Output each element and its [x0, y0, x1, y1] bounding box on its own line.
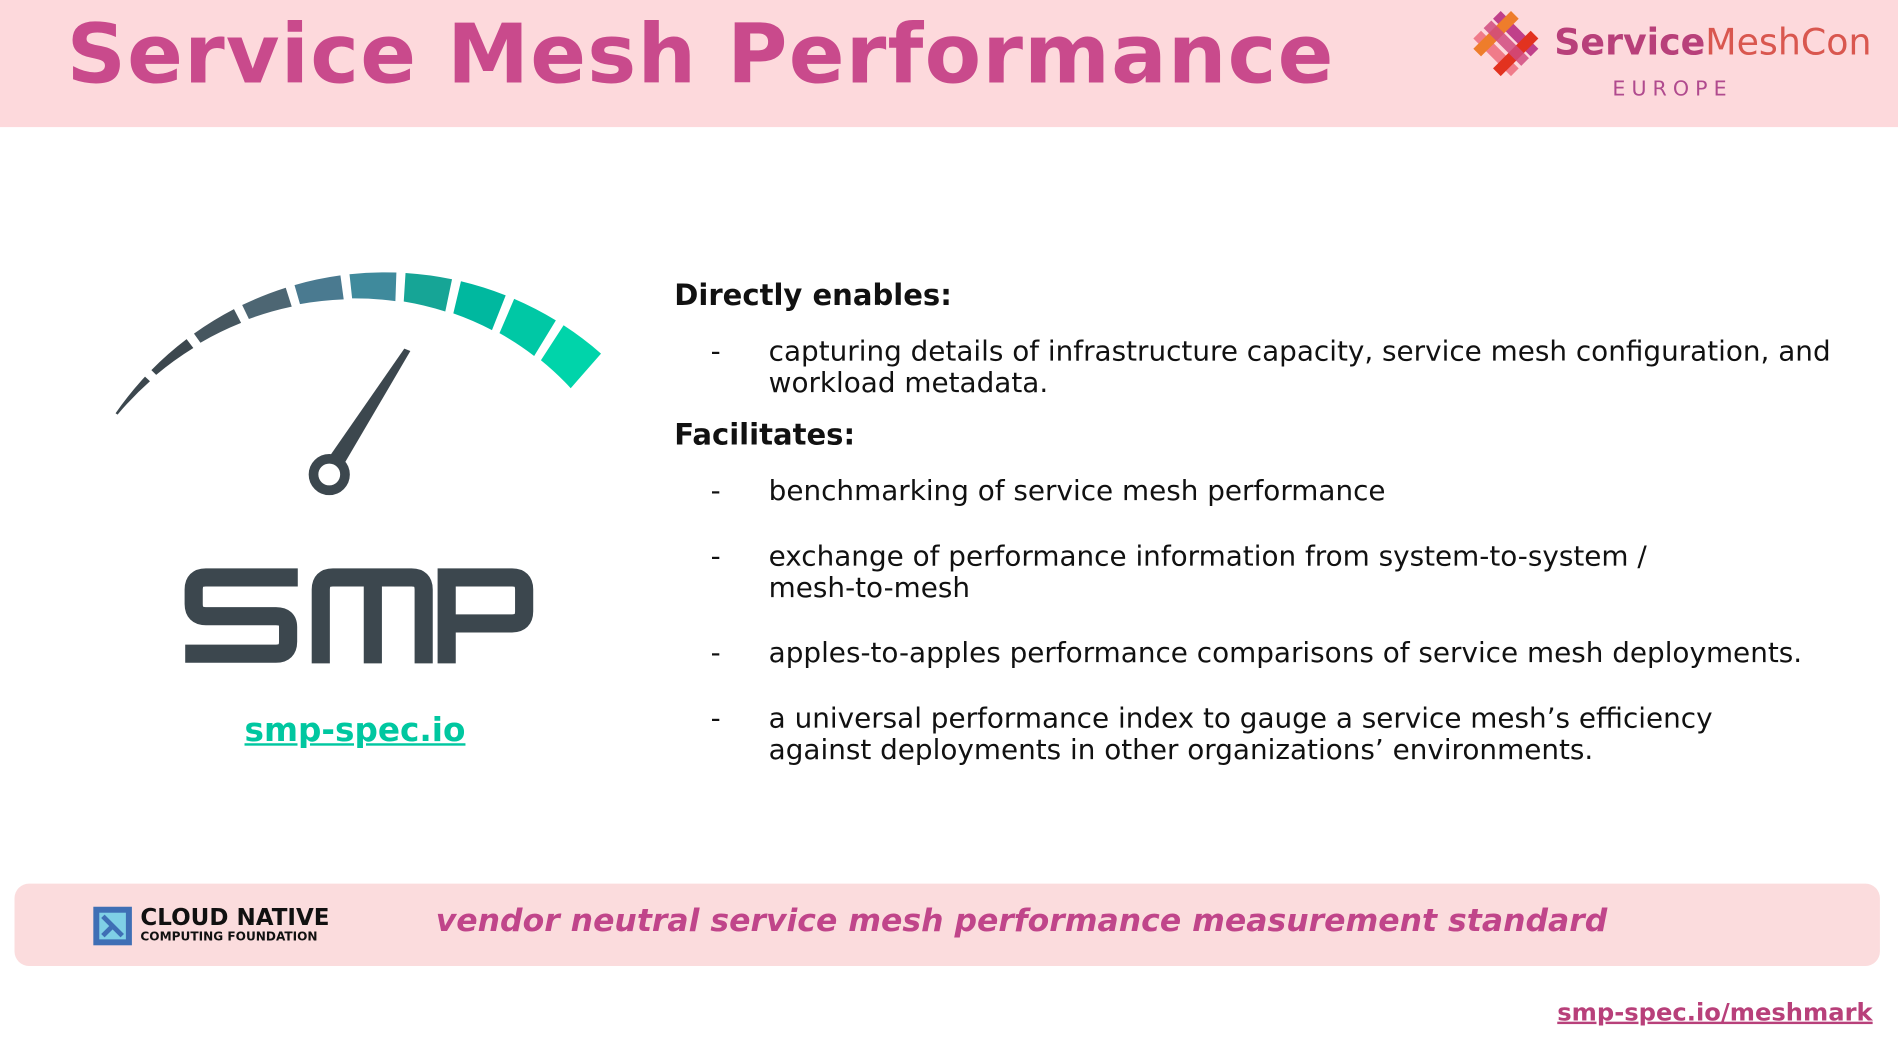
servicemeshcon-wordmark: ServiceMeshCon: [1554, 22, 1871, 64]
gauge-segment: [242, 287, 292, 320]
heading-facilitates: Facilitates:: [674, 417, 856, 452]
list-item-text: exchange of performance information from…: [768, 541, 1647, 605]
page-title: Service Mesh Performance: [66, 7, 1335, 103]
dash: -: [710, 637, 721, 670]
gauge-hub-icon: [308, 453, 350, 496]
dash: -: [710, 336, 721, 368]
gauge-needle-icon: [321, 348, 411, 477]
cncf-logo: CLOUD NATIVE COMPUTING FOUNDATION: [93, 904, 347, 946]
smp-spec-link[interactable]: smp-spec.io: [244, 711, 466, 750]
heading-directly-enables: Directly enables:: [674, 278, 952, 313]
gauge-segment: [453, 281, 506, 331]
tagline: vendor neutral service mesh performance …: [435, 903, 1608, 940]
logo-part-2: MeshCon: [1705, 21, 1872, 65]
gauge-segment: [540, 325, 602, 389]
gauge-segment: [115, 376, 150, 415]
gauge-segment: [151, 339, 194, 375]
gauge-segment: [349, 272, 397, 302]
cncf-line-1: CLOUD NATIVE: [140, 904, 330, 931]
list-item-text: capturing details of infrastructure capa…: [768, 336, 1831, 400]
gauge-segment: [403, 273, 453, 312]
gauge-segment: [499, 298, 556, 356]
list-item-text: benchmarking of service mesh performance: [768, 475, 1386, 508]
header-band: Service Mesh Performance ServiceMeshCon …: [0, 0, 1898, 128]
list-item-text: apples-to-apples performance comparisons…: [768, 637, 1803, 670]
smp-wordmark: [184, 568, 534, 664]
footer-band: CLOUD NATIVE COMPUTING FOUNDATION vendor…: [14, 883, 1880, 966]
gauge-segment: [294, 275, 344, 305]
gauge-segment: [193, 309, 242, 343]
meshmark-link[interactable]: smp-spec.io/meshmark: [1557, 997, 1873, 1027]
cncf-icon: [93, 906, 132, 946]
smp-gauge-logo: [115, 272, 602, 664]
list-item-text: a universal performance index to gauge a…: [768, 703, 1713, 767]
dash: -: [710, 541, 721, 573]
servicemeshcon-logo: ServiceMeshCon EUROPE: [1470, 7, 1882, 110]
dash: -: [710, 475, 721, 508]
event-region: EUROPE: [1612, 77, 1733, 102]
gauge-arc-icon: [115, 272, 602, 415]
cncf-line-2: COMPUTING FOUNDATION: [140, 930, 318, 945]
dash: -: [710, 703, 721, 735]
logo-part-1: Service: [1554, 21, 1706, 65]
servicemeshcon-mark-icon: [1473, 11, 1539, 77]
